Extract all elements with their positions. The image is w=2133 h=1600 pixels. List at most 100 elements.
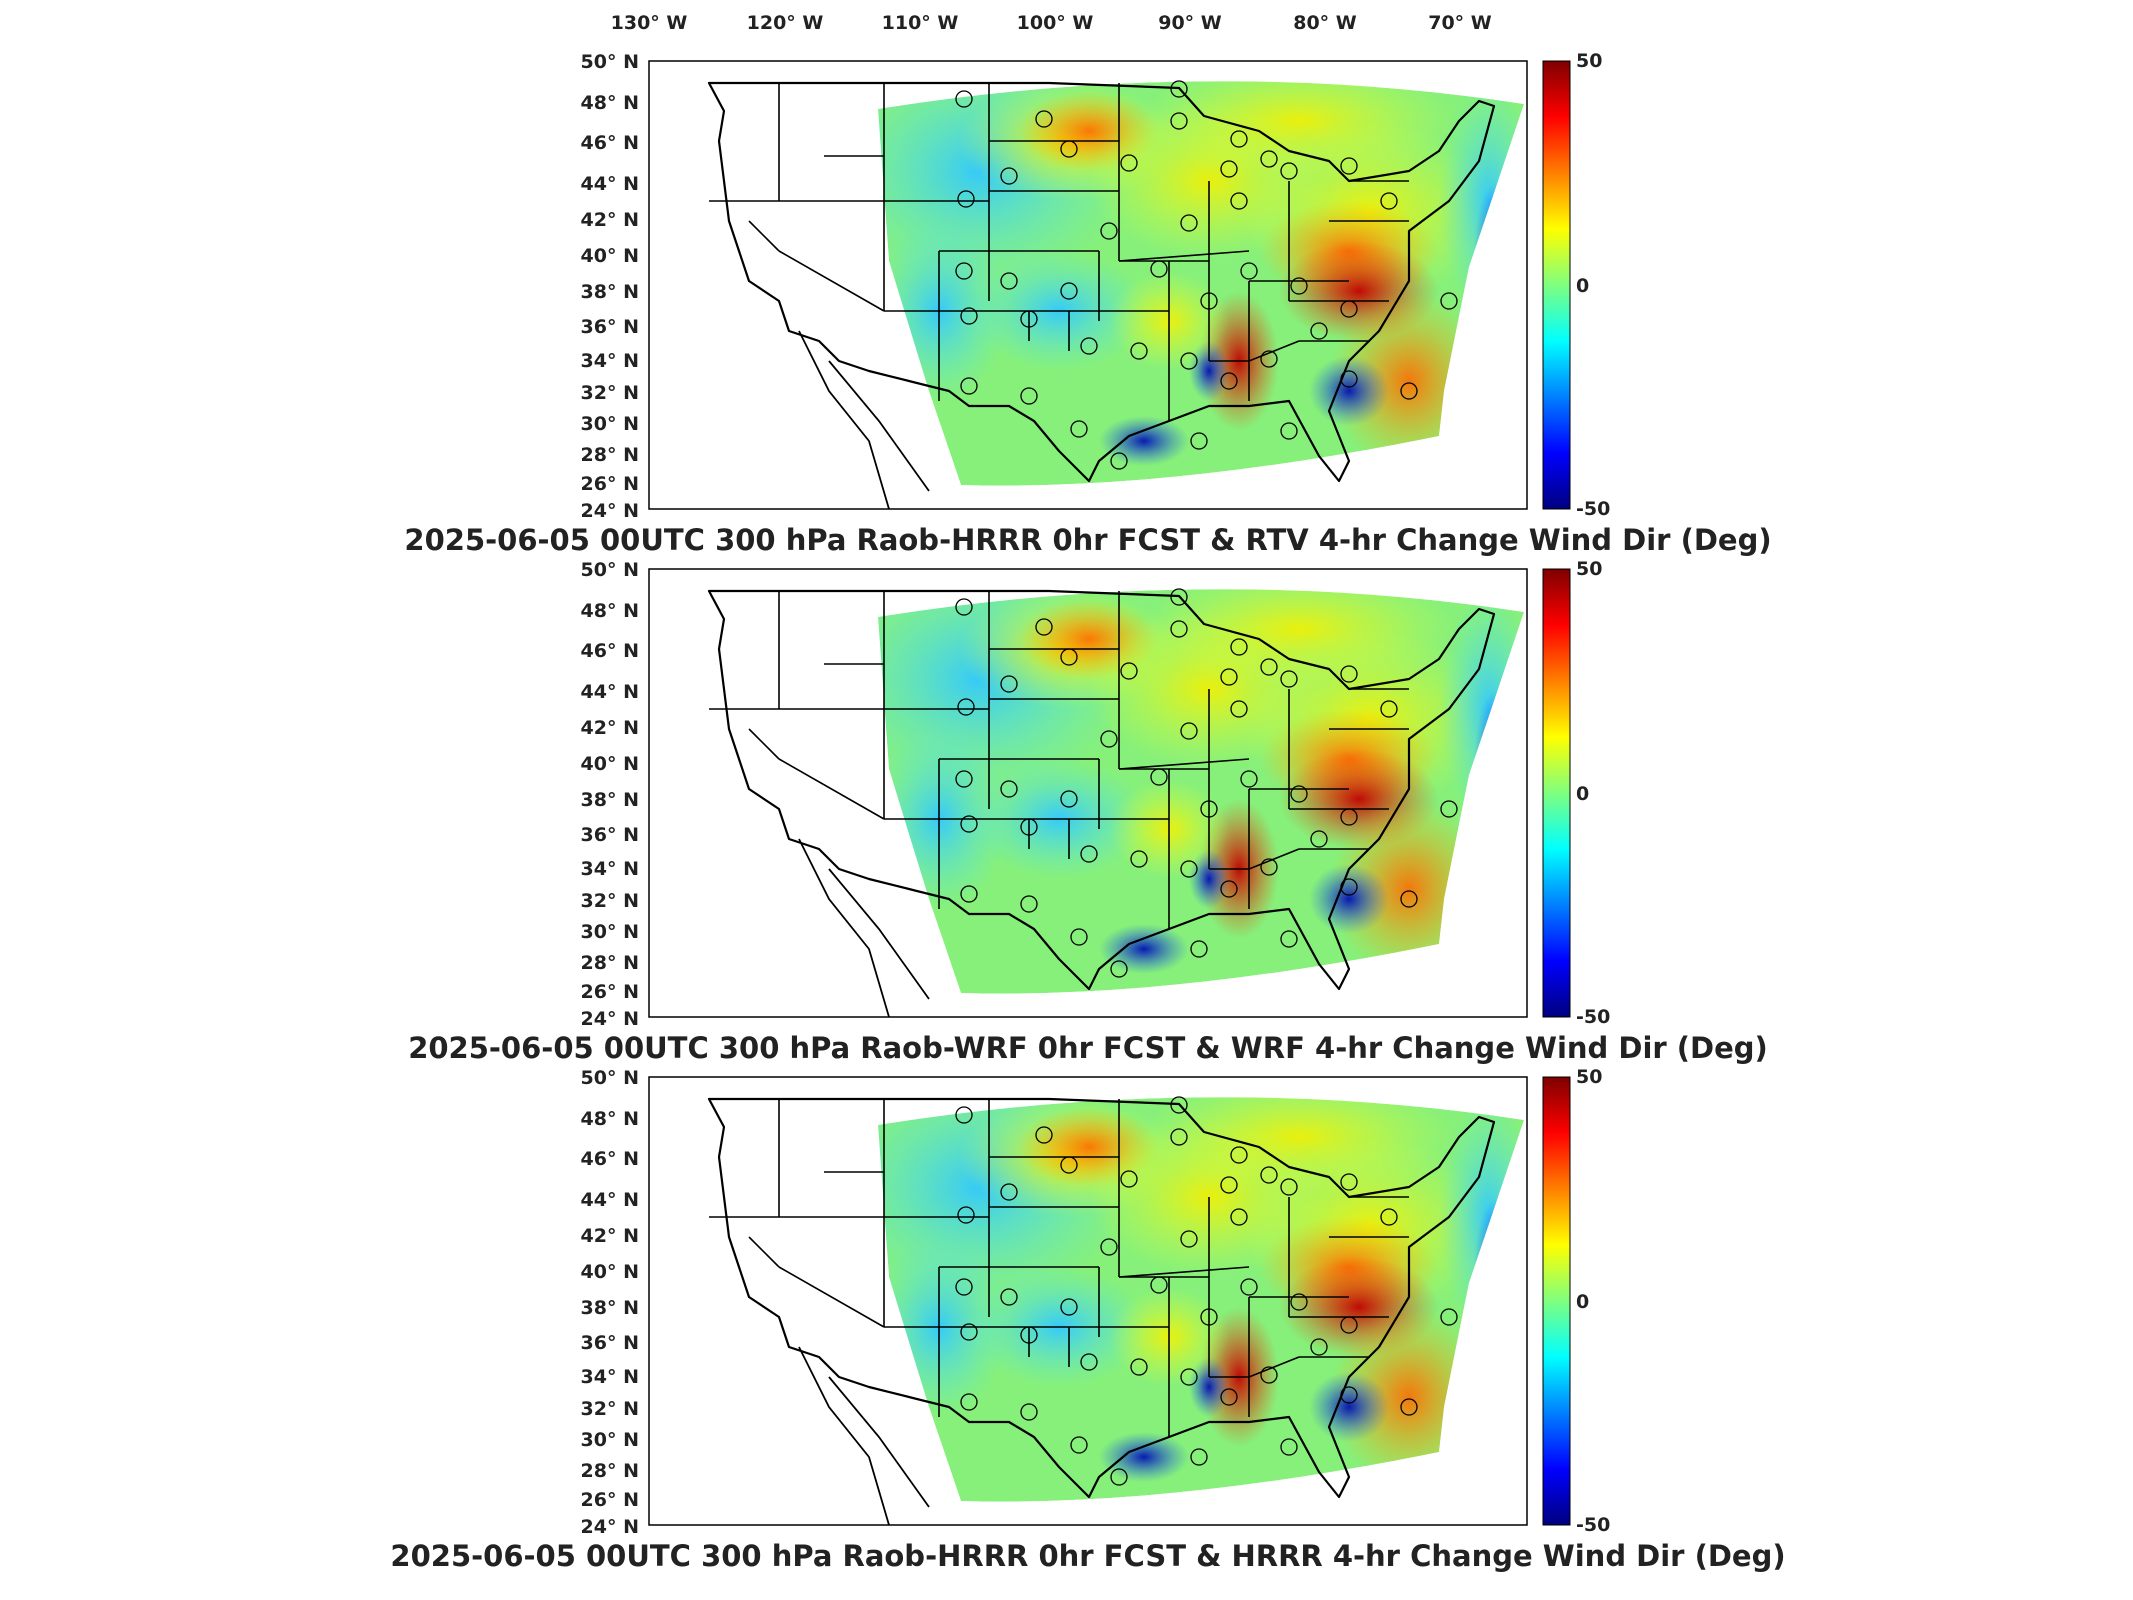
- raob-station-marker: [1220, 668, 1238, 686]
- latitude-tick-label: 40° N: [581, 753, 639, 775]
- raob-station-marker: [1190, 940, 1208, 958]
- map-frame: [648, 1076, 1528, 1526]
- raob-station-marker: [1340, 157, 1358, 175]
- longitude-tick-label: 110° W: [882, 12, 959, 34]
- latitude-tick-label: 48° N: [581, 92, 639, 114]
- latitude-tick-label: 46° N: [581, 1148, 639, 1170]
- state-boundaries: [709, 591, 1409, 929]
- raob-station-marker: [1230, 1146, 1248, 1164]
- raob-station-marker: [1020, 1326, 1038, 1344]
- raob-station-marker: [1280, 162, 1298, 180]
- raob-station-marker: [1190, 1448, 1208, 1466]
- raob-station-marker: [1220, 160, 1238, 178]
- latitude-tick-label: 44° N: [581, 681, 639, 703]
- raob-station-marker: [1130, 1358, 1148, 1376]
- longitude-tick-label: 120° W: [747, 12, 824, 34]
- raob-station-marker: [1290, 277, 1308, 295]
- raob-station-marker: [1340, 370, 1358, 388]
- raob-station-marker: [1380, 192, 1398, 210]
- raob-station-marker: [1440, 800, 1458, 818]
- state-boundaries: [709, 1099, 1409, 1437]
- raob-station-marker: [1340, 878, 1358, 896]
- raob-station-marker: [960, 815, 978, 833]
- raob-station-marker: [960, 885, 978, 903]
- raob-station-marker: [1080, 1353, 1098, 1371]
- latitude-tick-label: 28° N: [581, 952, 639, 974]
- raob-station-marker: [1060, 1298, 1078, 1316]
- latitude-tick-label: 38° N: [581, 1297, 639, 1319]
- latitude-tick-label: 38° N: [581, 789, 639, 811]
- raob-station-marker: [1400, 890, 1418, 908]
- raob-station-marker: [1280, 422, 1298, 440]
- raob-station-marker: [1100, 730, 1118, 748]
- raob-station-marker: [1310, 322, 1328, 340]
- raob-station-marker: [1120, 1170, 1138, 1188]
- latitude-tick-label: 26° N: [581, 1489, 639, 1511]
- colorbar-mid-label: 0: [1576, 783, 1589, 805]
- raob-station-marker: [1060, 648, 1078, 666]
- latitude-tick-label: 44° N: [581, 173, 639, 195]
- raob-station-marker: [1340, 1173, 1358, 1191]
- raob-station-marker: [1260, 1166, 1278, 1184]
- raob-station-marker: [1290, 785, 1308, 803]
- colorbar-max-label: 50: [1576, 558, 1602, 580]
- raob-station-marker: [1220, 1176, 1238, 1194]
- raob-station-marker: [1180, 722, 1198, 740]
- raob-station-marker: [1080, 845, 1098, 863]
- raob-station-marker: [1340, 1386, 1358, 1404]
- longitude-tick-label: 80° W: [1293, 12, 1357, 34]
- raob-station-marker: [1230, 638, 1248, 656]
- raob-station-marker: [1020, 387, 1038, 405]
- raob-station-marker: [1170, 112, 1188, 130]
- map-panel-1: 50° N 48° N 46° N 44° N 42° N 40° N 38° N 36° N…: [404, 50, 1771, 557]
- raob-station-marker: [1220, 880, 1238, 898]
- raob-station-marker: [955, 1106, 973, 1124]
- raob-station-marker: [1060, 140, 1078, 158]
- raob-station-marker: [1380, 1208, 1398, 1226]
- latitude-tick-label: 26° N: [581, 473, 639, 495]
- raob-station-marker: [1200, 800, 1218, 818]
- raob-station-marker: [1110, 452, 1128, 470]
- raob-station-marker: [1260, 150, 1278, 168]
- longitude-tick-label: 90° W: [1158, 12, 1222, 34]
- raob-station-marker: [1180, 214, 1198, 232]
- latitude-tick-label: 32° N: [581, 382, 639, 404]
- latitude-tick-label: 42° N: [581, 717, 639, 739]
- longitude-tick-label: 70° W: [1428, 12, 1492, 34]
- raob-station-marker: [1200, 292, 1218, 310]
- raob-stations: [955, 588, 1458, 978]
- colorbar-max-label: 50: [1576, 50, 1602, 72]
- raob-station-marker: [1000, 675, 1018, 693]
- raob-station-marker: [1170, 80, 1188, 98]
- raob-stations: [955, 1096, 1458, 1486]
- latitude-tick-label: 50° N: [581, 1067, 639, 1089]
- raob-station-marker: [1170, 1128, 1188, 1146]
- raob-station-marker: [1080, 337, 1098, 355]
- raob-station-marker: [1000, 167, 1018, 185]
- raob-station-marker: [1220, 1388, 1238, 1406]
- map-frame: [648, 568, 1528, 1018]
- raob-station-marker: [960, 377, 978, 395]
- raob-station-marker: [1120, 154, 1138, 172]
- latitude-tick-label: 44° N: [581, 1189, 639, 1211]
- raob-station-marker: [1240, 770, 1258, 788]
- raob-station-marker: [1070, 928, 1088, 946]
- raob-station-marker: [1260, 858, 1278, 876]
- raob-station-marker: [1280, 930, 1298, 948]
- raob-station-marker: [1000, 272, 1018, 290]
- raob-station-marker: [1170, 1096, 1188, 1114]
- raob-station-marker: [1000, 780, 1018, 798]
- raob-station-marker: [1060, 790, 1078, 808]
- latitude-tick-label: 34° N: [581, 350, 639, 372]
- raob-station-marker: [1400, 1398, 1418, 1416]
- latitude-tick-label: 32° N: [581, 890, 639, 912]
- map-panel-2: 50° N 48° N 46° N 44° N 42° N 40° N 38° N 36° N…: [408, 558, 1768, 1065]
- raob-station-marker: [1220, 372, 1238, 390]
- latitude-tick-label: 48° N: [581, 600, 639, 622]
- latitude-tick-label: 34° N: [581, 1366, 639, 1388]
- latitude-tick-label: 28° N: [581, 1460, 639, 1482]
- raob-station-marker: [1400, 382, 1418, 400]
- raob-station-marker: [1260, 350, 1278, 368]
- map-panel-3: 50° N 48° N 46° N 44° N 42° N 40° N 38° N 36° N…: [390, 1066, 1785, 1573]
- raob-station-marker: [1035, 618, 1053, 636]
